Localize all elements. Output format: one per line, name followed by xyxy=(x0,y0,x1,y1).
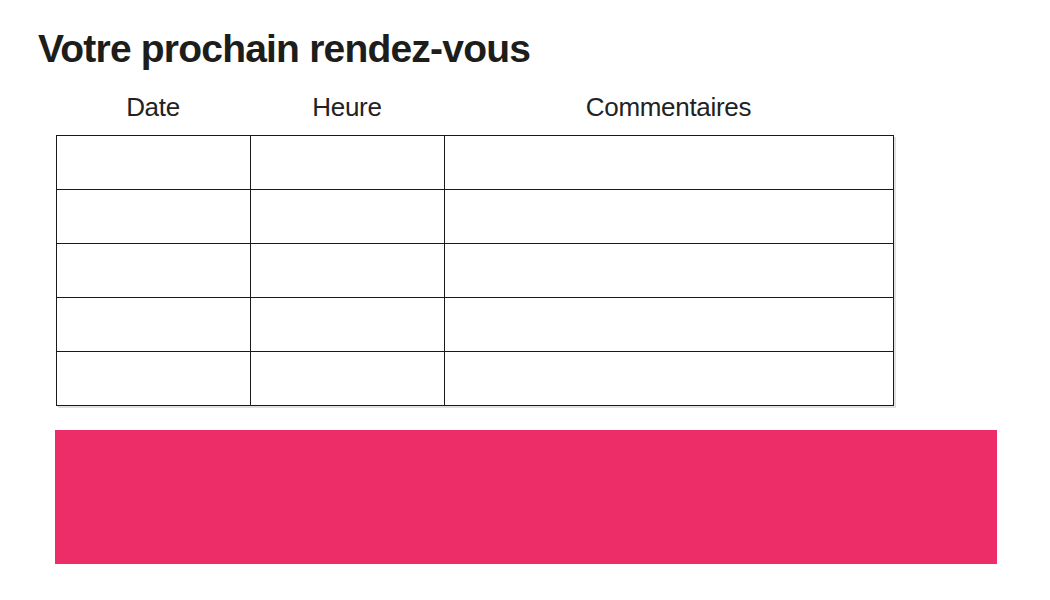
column-header-commentaires: Commentaires xyxy=(444,92,893,122)
table-row xyxy=(57,244,894,298)
slide: Votre prochain rendez-vous Date Heure Co… xyxy=(0,0,1050,600)
table-column-headers: Date Heure Commentaires xyxy=(56,92,893,122)
cell-commentaires xyxy=(445,298,894,352)
table-row xyxy=(57,352,894,406)
cell-commentaires xyxy=(445,244,894,298)
column-header-heure: Heure xyxy=(250,92,444,122)
cell-heure xyxy=(251,298,445,352)
cell-heure xyxy=(251,136,445,190)
table-row xyxy=(57,298,894,352)
pink-banner xyxy=(55,430,997,564)
cell-date xyxy=(57,298,251,352)
cell-heure xyxy=(251,244,445,298)
page-title: Votre prochain rendez-vous xyxy=(38,28,530,71)
cell-commentaires xyxy=(445,352,894,406)
cell-date xyxy=(57,190,251,244)
cell-commentaires xyxy=(445,136,894,190)
appointments-table xyxy=(56,135,894,406)
table-row xyxy=(57,136,894,190)
cell-heure xyxy=(251,190,445,244)
cell-date xyxy=(57,244,251,298)
column-header-date: Date xyxy=(56,92,250,122)
cell-heure xyxy=(251,352,445,406)
cell-date xyxy=(57,136,251,190)
table-row xyxy=(57,190,894,244)
cell-date xyxy=(57,352,251,406)
cell-commentaires xyxy=(445,190,894,244)
